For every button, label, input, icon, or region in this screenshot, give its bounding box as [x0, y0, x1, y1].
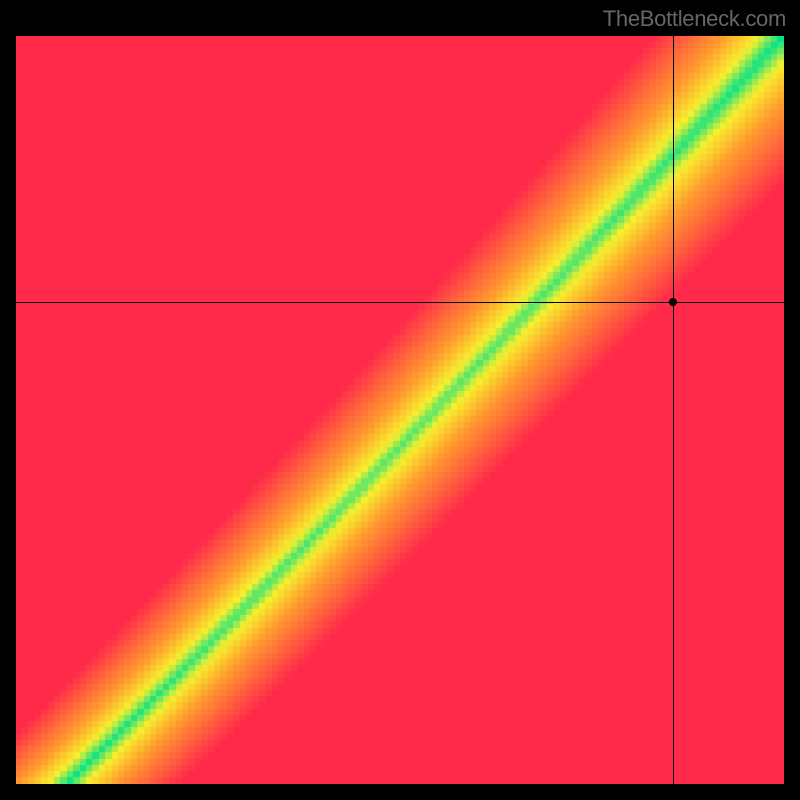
heatmap-plot — [16, 36, 784, 784]
watermark-text: TheBottleneck.com — [603, 6, 786, 32]
figure-frame: TheBottleneck.com — [0, 0, 800, 800]
crosshair-vertical — [673, 36, 674, 784]
bottleneck-heatmap — [16, 36, 784, 784]
crosshair-marker — [669, 298, 677, 306]
